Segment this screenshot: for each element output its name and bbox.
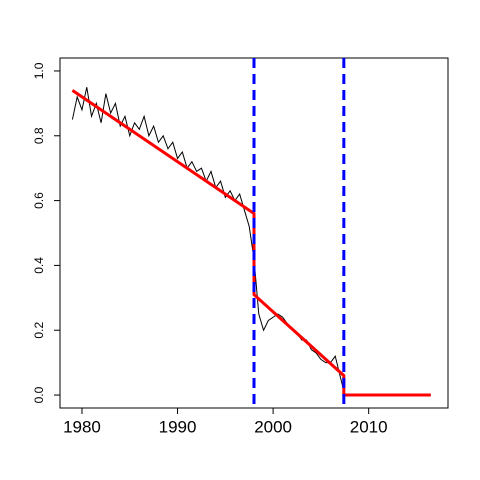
- y-tick-label: 1.0: [32, 62, 46, 79]
- x-tick-label: 2000: [254, 417, 292, 436]
- x-tick-label: 1990: [159, 417, 197, 436]
- y-tick-label: 0.4: [32, 257, 46, 274]
- y-tick-label: 0.6: [32, 192, 46, 209]
- data-line: [71, 87, 431, 396]
- fit-line: [71, 89, 431, 397]
- x-tick-label: 1980: [63, 417, 101, 436]
- x-tick-label: 2010: [350, 417, 388, 436]
- y-tick-label: 0.2: [32, 322, 46, 339]
- y-tick-label: 0.0: [32, 386, 46, 403]
- y-tick-label: 0.8: [32, 127, 46, 144]
